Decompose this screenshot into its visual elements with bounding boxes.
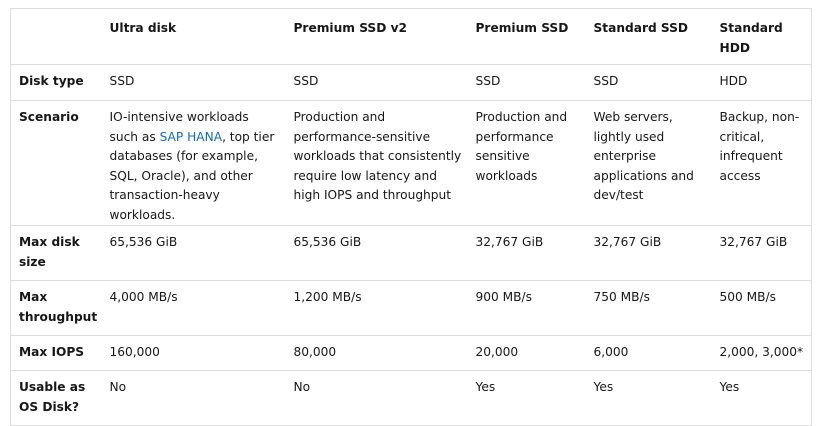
- row-label: Scenario: [10, 100, 102, 226]
- header-standard-ssd: Standard SSD: [585, 8, 712, 65]
- header-ultra-disk: Ultra disk: [101, 8, 286, 65]
- cell: SSD: [101, 64, 286, 101]
- cell: Web servers, lightly used enterprise app…: [585, 100, 712, 226]
- disk-comparison-table: Ultra disk Premium SSD v2 Premium SSD St…: [10, 8, 812, 426]
- cell: SSD: [585, 64, 712, 101]
- cell: Backup, non-critical, infrequent access: [711, 100, 812, 226]
- cell: Production and performance-sensitive wor…: [285, 100, 468, 226]
- cell: No: [285, 370, 468, 426]
- cell: 750 MB/s: [585, 280, 712, 336]
- cell: 6,000: [585, 335, 712, 371]
- cell: 65,536 GiB: [101, 225, 286, 281]
- cell: SSD: [285, 64, 468, 101]
- cell-text: IO-intensive workloads such as: [109, 110, 249, 144]
- table-row-max-disk-size: Max disk size 65,536 GiB 65,536 GiB 32,7…: [10, 225, 812, 281]
- table-row-max-iops: Max IOPS 160,000 80,000 20,000 6,000 2,0…: [10, 335, 812, 371]
- table-row-usable-as-os-disk: Usable as OS Disk? No No Yes Yes Yes: [10, 370, 812, 426]
- table-row-disk-type: Disk type SSD SSD SSD SSD HDD: [10, 64, 812, 101]
- header-row: Ultra disk Premium SSD v2 Premium SSD St…: [10, 8, 812, 65]
- cell: 32,767 GiB: [711, 225, 812, 281]
- cell: 160,000: [101, 335, 286, 371]
- header-premium-ssd-v2: Premium SSD v2: [285, 8, 468, 65]
- cell: 500 MB/s: [711, 280, 812, 336]
- cell: 32,767 GiB: [585, 225, 712, 281]
- cell: SSD: [467, 64, 586, 101]
- cell: No: [101, 370, 286, 426]
- cell: 32,767 GiB: [467, 225, 586, 281]
- cell: 80,000: [285, 335, 468, 371]
- cell: 20,000: [467, 335, 586, 371]
- cell: HDD: [711, 64, 812, 101]
- row-label: Usable as OS Disk?: [10, 370, 102, 426]
- table-row-scenario: Scenario IO-intensive workloads such as …: [10, 100, 812, 226]
- cell: 2,000, 3,000*: [711, 335, 812, 371]
- row-label: Disk type: [10, 64, 102, 101]
- cell: Yes: [467, 370, 586, 426]
- cell: 65,536 GiB: [285, 225, 468, 281]
- header-standard-hdd: Standard HDD: [711, 8, 812, 65]
- cell: Yes: [711, 370, 812, 426]
- sap-hana-link[interactable]: SAP HANA: [159, 129, 223, 144]
- header-empty: [10, 8, 102, 65]
- cell: Yes: [585, 370, 712, 426]
- row-label: Max throughput: [10, 280, 102, 336]
- cell: Production and performance sensitive wor…: [467, 100, 586, 226]
- cell: 4,000 MB/s: [101, 280, 286, 336]
- row-label: Max disk size: [10, 225, 102, 281]
- row-label: Max IOPS: [10, 335, 102, 371]
- cell: 1,200 MB/s: [285, 280, 468, 336]
- header-premium-ssd: Premium SSD: [467, 8, 586, 65]
- table-row-max-throughput: Max throughput 4,000 MB/s 1,200 MB/s 900…: [10, 280, 812, 336]
- cell-text: , top tier databases (for example, SQL, …: [109, 129, 275, 222]
- cell: IO-intensive workloads such as SAP HANA,…: [101, 100, 286, 226]
- cell: 900 MB/s: [467, 280, 586, 336]
